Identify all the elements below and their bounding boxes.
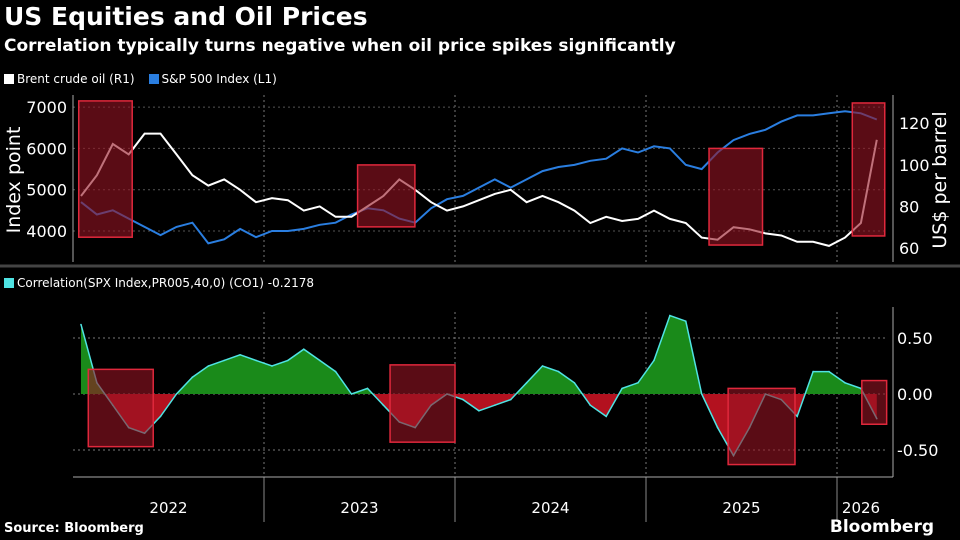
corr-point [828, 370, 830, 373]
legend-oil: Brent crude oil (R1) [4, 72, 135, 86]
corr-point [684, 320, 687, 323]
corr-point [191, 376, 194, 379]
x-tick-label: 2024 [531, 499, 569, 517]
legend-swatch [4, 278, 14, 288]
corr-point [605, 415, 608, 418]
legend-label: Brent crude oil (R1) [17, 72, 135, 86]
corr-point [239, 354, 241, 356]
chart-title: US Equities and Oil Prices [4, 2, 368, 31]
corr-point [509, 398, 512, 401]
spx-line [80, 110, 878, 245]
y-tick-right: 100 [899, 156, 930, 175]
corr-point [223, 359, 226, 362]
corr-point [80, 323, 82, 326]
corr-point [318, 359, 321, 362]
y-tick-corr: -0.50 [897, 441, 938, 460]
corr-point [716, 426, 719, 429]
bloomberg-logo: Bloomberg [829, 517, 934, 537]
corr-point [255, 359, 257, 362]
corr-point [350, 393, 353, 395]
source-note: Source: Bloomberg [4, 521, 144, 536]
bottom-legend: Correlation(SPX Index,PR005,40,0) (CO1) … [4, 276, 314, 290]
y-tick-corr: 0.00 [897, 385, 933, 404]
corr-point [573, 382, 576, 384]
y-tick-corr: 0.50 [897, 329, 933, 348]
highlight-box [389, 364, 456, 443]
corr-point [812, 370, 814, 373]
corr-point [525, 382, 528, 384]
y-tick-right: 60 [899, 239, 919, 258]
y-label-right: US$ per barrel [929, 111, 951, 248]
corr-point [207, 365, 210, 367]
corr-point [700, 393, 703, 395]
y-label-left: Index point [3, 127, 25, 234]
corr-point [557, 370, 560, 373]
chart-subtitle: Correlation typically turns negative whe… [4, 36, 676, 56]
corr-positive-area [80, 315, 877, 394]
corr-point [366, 387, 369, 390]
corr-point [175, 393, 178, 395]
corr-point [478, 410, 480, 412]
corr-point [271, 365, 273, 367]
highlight-box [861, 379, 888, 425]
highlight-box [87, 368, 154, 448]
legend-corr: Correlation(SPX Index,PR005,40,0) (CO1) … [4, 276, 314, 290]
x-tick-label: 2025 [722, 499, 760, 517]
highlight-box [77, 100, 133, 238]
corr-point [541, 365, 544, 367]
corr-point [589, 404, 592, 407]
y-tick-left: 6000 [26, 139, 67, 158]
corr-point [621, 387, 623, 390]
x-tick-label: 2022 [149, 499, 187, 517]
x-tick-label: 2023 [340, 499, 378, 517]
y-tick-right: 120 [899, 114, 930, 133]
highlight-box [727, 387, 796, 466]
corr-point [287, 359, 289, 362]
corr-point [462, 398, 464, 401]
highlight-box [851, 102, 886, 237]
corr-point [334, 370, 337, 373]
legend-swatch [148, 74, 159, 84]
y-tick-left: 4000 [26, 222, 67, 241]
highlight-box [356, 164, 416, 228]
highlight-box [708, 147, 764, 246]
corr-negative-area [80, 394, 877, 456]
legend-spx: S&P 500 Index (L1) [148, 72, 277, 86]
corr-point [637, 382, 639, 384]
corr-point [302, 348, 305, 351]
corr-point [669, 314, 671, 317]
y-tick-right: 80 [899, 197, 919, 216]
corr-point [844, 382, 846, 384]
corr-point [159, 415, 162, 418]
y-tick-left: 5000 [26, 181, 67, 200]
corr-point [796, 415, 799, 418]
corr-point [382, 404, 385, 407]
legend-label: S&P 500 Index (L1) [161, 72, 277, 86]
corr-point [493, 404, 496, 407]
x-tick-label: 2026 [842, 499, 880, 517]
legend-label: Correlation(SPX Index,PR005,40,0) (CO1) … [17, 276, 315, 290]
y-tick-left: 7000 [26, 98, 67, 117]
corr-point [653, 359, 655, 362]
top-legend: Brent crude oil (R1) S&P 500 Index (L1) [4, 72, 277, 86]
legend-swatch [4, 74, 14, 84]
